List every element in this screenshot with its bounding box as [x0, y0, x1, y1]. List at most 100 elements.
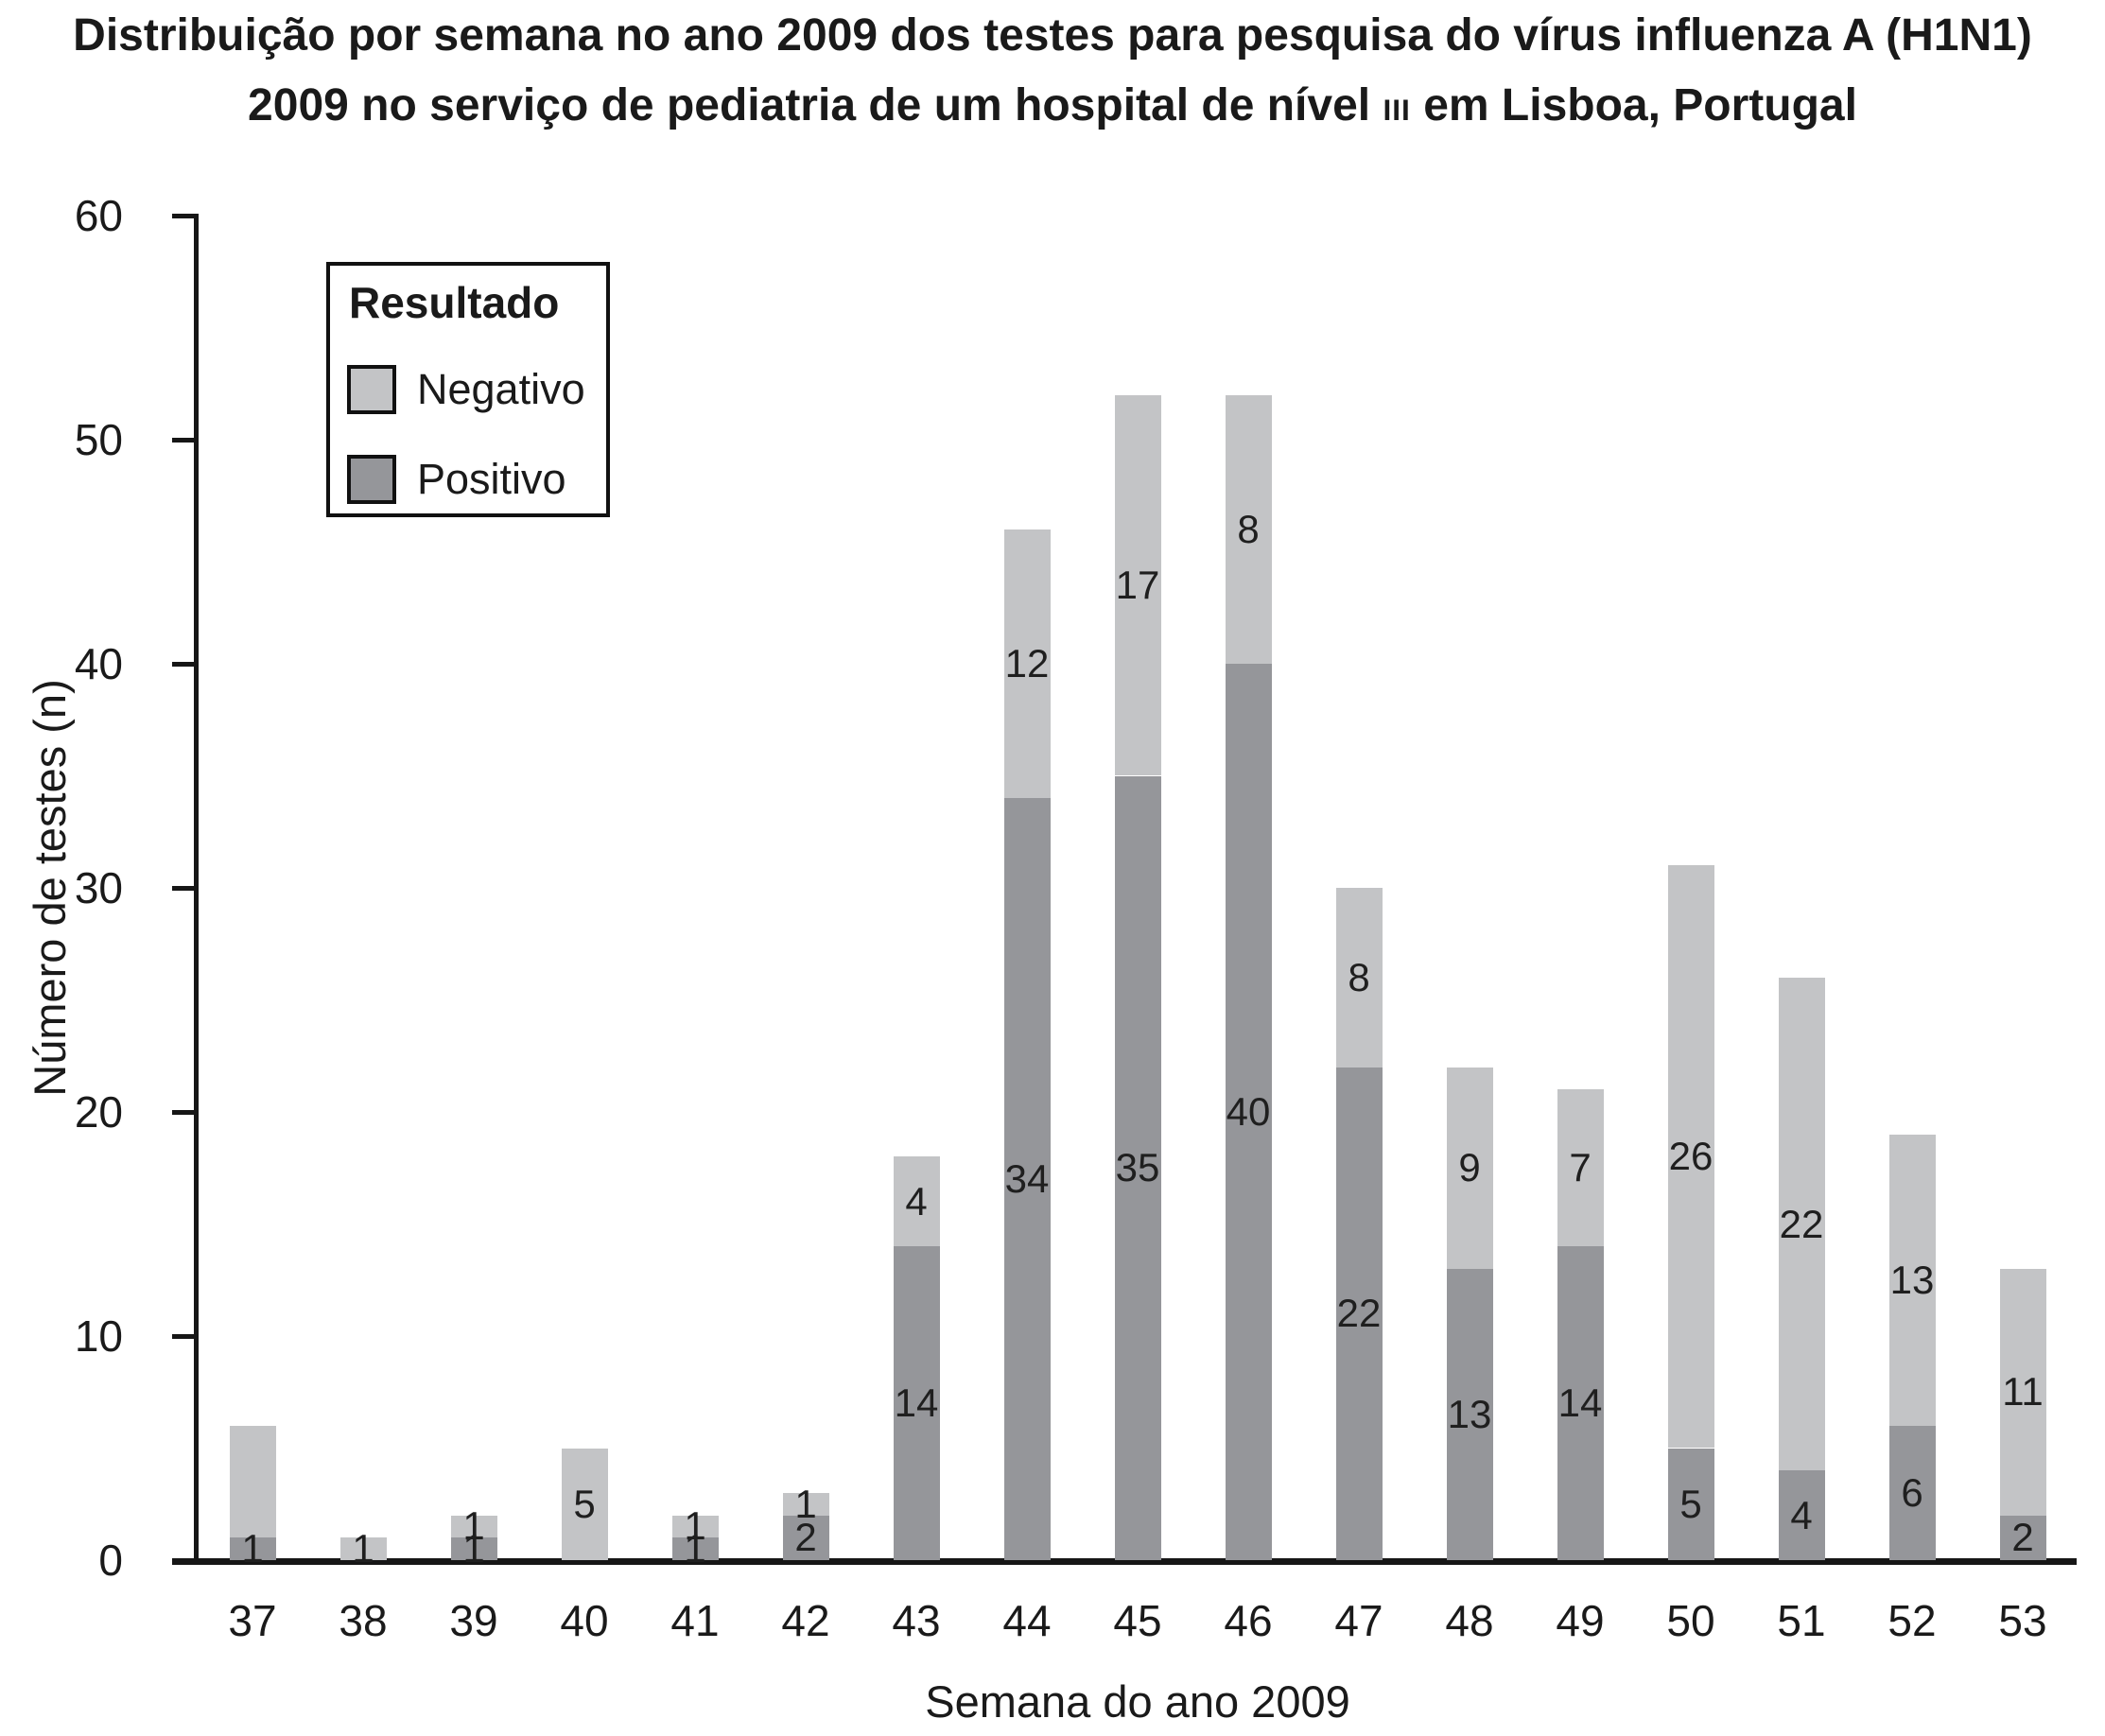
bar-week-52-negativo-segment [1888, 1134, 1936, 1426]
x-axis-line [172, 1558, 2077, 1565]
bar-week-44-negativo-segment [1003, 529, 1051, 799]
x-tick-label-45: 45 [1113, 1596, 1162, 1645]
bar-week-47-positivo-label: 22 [1336, 1291, 1382, 1336]
legend-label-positivo: Positivo [417, 455, 566, 503]
legend-swatch-positivo [347, 455, 396, 504]
bar-week-38-negativo-label: 1 [352, 1526, 374, 1571]
y-tick-label-20: 20 [74, 1087, 123, 1137]
bar-week-40-negativo-segment [561, 1448, 608, 1560]
y-tick-mark-40 [172, 662, 199, 667]
bar-week-48-negativo-segment [1446, 1067, 1493, 1269]
bar-week-44-positivo-label: 34 [1004, 1156, 1050, 1202]
chart-title-line-2-tail: em Lisboa, Portugal [1410, 80, 1857, 130]
bar-week-40-negativo-label: 5 [573, 1481, 596, 1526]
bar-week-52-positivo-label: 6 [1901, 1469, 1923, 1515]
bar-week-42-positivo-label: 2 [794, 1515, 817, 1560]
y-tick-mark-30 [172, 886, 199, 891]
x-tick-label-46: 46 [1224, 1596, 1273, 1645]
bar-week-37-positivo-label: 1 [241, 1526, 264, 1571]
bar-week-45-negativo-label: 17 [1115, 563, 1160, 608]
x-tick-label-51: 51 [1777, 1596, 1826, 1645]
x-tick-label-39: 39 [449, 1596, 498, 1645]
bar-week-50-positivo-label: 5 [1679, 1481, 1702, 1526]
bar-week-41-positivo-segment [671, 1537, 719, 1560]
bar-week-48-negativo-label: 9 [1458, 1145, 1481, 1190]
bar-week-49-negativo-segment [1557, 1089, 1604, 1247]
legend-title: Resultado [349, 278, 560, 327]
y-tick-label-40: 40 [74, 639, 123, 688]
bar-week-51-positivo-label: 4 [1790, 1492, 1813, 1537]
x-tick-label-41: 41 [670, 1596, 720, 1645]
x-tick-label-49: 49 [1556, 1596, 1605, 1645]
y-tick-mark-50 [172, 438, 199, 443]
chart-title-line-2: 2009 no serviço de pediatria de um hospi… [0, 79, 2105, 131]
bar-week-50-negativo-segment [1667, 865, 1714, 1449]
bar-week-42-negativo-segment [782, 1492, 829, 1516]
bar-week-52-negativo-label: 13 [1889, 1257, 1935, 1302]
bar-week-43-positivo-segment [893, 1246, 940, 1560]
bar-week-48-positivo-label: 13 [1447, 1391, 1492, 1436]
y-tick-label-0: 0 [98, 1536, 123, 1585]
bar-week-41-negativo-label: 1 [684, 1503, 706, 1549]
bar-week-44-positivo-segment [1003, 798, 1051, 1560]
bar-week-39-negativo-label: 1 [462, 1503, 485, 1549]
bar-week-53-positivo-segment [1999, 1515, 2046, 1560]
legend-swatch-negativo [347, 365, 396, 414]
bar-week-41-positivo-label: 1 [684, 1526, 706, 1571]
bar-week-50-negativo-label: 26 [1668, 1134, 1714, 1179]
bar-week-49-positivo-label: 14 [1557, 1380, 1603, 1426]
bar-week-53-positivo-label: 2 [2011, 1515, 2034, 1560]
x-tick-label-40: 40 [560, 1596, 609, 1645]
y-tick-label-50: 50 [74, 415, 123, 464]
bar-week-39-positivo-label: 1 [462, 1526, 485, 1571]
bar-week-53-negativo-segment [1999, 1268, 2046, 1516]
x-tick-label-48: 48 [1445, 1596, 1494, 1645]
bar-week-46-negativo-segment [1225, 394, 1272, 664]
x-axis-title: Semana do ano 2009 [925, 1676, 1350, 1727]
x-tick-label-42: 42 [781, 1596, 830, 1645]
bar-week-46-positivo-label: 40 [1226, 1089, 1271, 1134]
bar-week-45-positivo-label: 35 [1115, 1145, 1160, 1190]
x-tick-label-44: 44 [1002, 1596, 1052, 1645]
y-tick-label-30: 30 [74, 863, 123, 912]
bar-week-49-negativo-label: 7 [1569, 1145, 1592, 1190]
bar-week-42-positivo-segment [782, 1515, 829, 1560]
bar-week-49-positivo-segment [1557, 1246, 1604, 1560]
bar-week-37-positivo-segment [229, 1537, 276, 1560]
x-tick-label-38: 38 [339, 1596, 388, 1645]
bar-week-44-negativo-label: 12 [1004, 641, 1050, 686]
x-tick-label-50: 50 [1666, 1596, 1715, 1645]
y-tick-label-60: 60 [74, 191, 123, 240]
legend: Resultado Negativo Positivo [326, 262, 610, 517]
y-tick-mark-60 [172, 214, 199, 218]
bar-week-38-negativo-segment [339, 1537, 387, 1560]
x-tick-label-47: 47 [1334, 1596, 1383, 1645]
bar-week-51-negativo-label: 22 [1779, 1201, 1824, 1246]
bar-week-42-negativo-label: 1 [794, 1481, 817, 1526]
y-tick-label-10: 10 [74, 1311, 123, 1361]
bar-week-50-positivo-segment [1667, 1448, 1714, 1560]
bar-week-53-negativo-label: 11 [2002, 1369, 2044, 1415]
bar-week-45-positivo-segment [1114, 775, 1161, 1560]
bar-week-46-negativo-label: 8 [1237, 506, 1260, 551]
x-tick-label-37: 37 [228, 1596, 277, 1645]
y-tick-mark-20 [172, 1110, 199, 1115]
bar-week-39-positivo-segment [450, 1537, 497, 1560]
bar-week-43-negativo-segment [893, 1156, 940, 1247]
y-tick-mark-10 [172, 1334, 199, 1339]
x-tick-label-43: 43 [892, 1596, 941, 1645]
bar-week-51-negativo-segment [1778, 977, 1825, 1471]
bar-week-46-positivo-segment [1225, 664, 1272, 1560]
y-tick-mark-0 [172, 1558, 199, 1563]
legend-label-negativo: Negativo [417, 365, 585, 413]
bar-week-37-negativo-segment [229, 1425, 276, 1538]
chart-title-line-1: Distribuição por semana no ano 2009 dos … [73, 10, 2032, 61]
x-tick-label-53: 53 [1998, 1596, 2047, 1645]
bar-week-41-negativo-segment [671, 1515, 719, 1538]
bar-week-48-positivo-segment [1446, 1268, 1493, 1560]
bar-week-47-negativo-segment [1335, 888, 1383, 1068]
bar-week-39-negativo-segment [450, 1515, 497, 1538]
bar-week-51-positivo-segment [1778, 1470, 1825, 1560]
bar-week-45-negativo-segment [1114, 394, 1161, 776]
bar-week-43-negativo-label: 4 [905, 1178, 928, 1224]
